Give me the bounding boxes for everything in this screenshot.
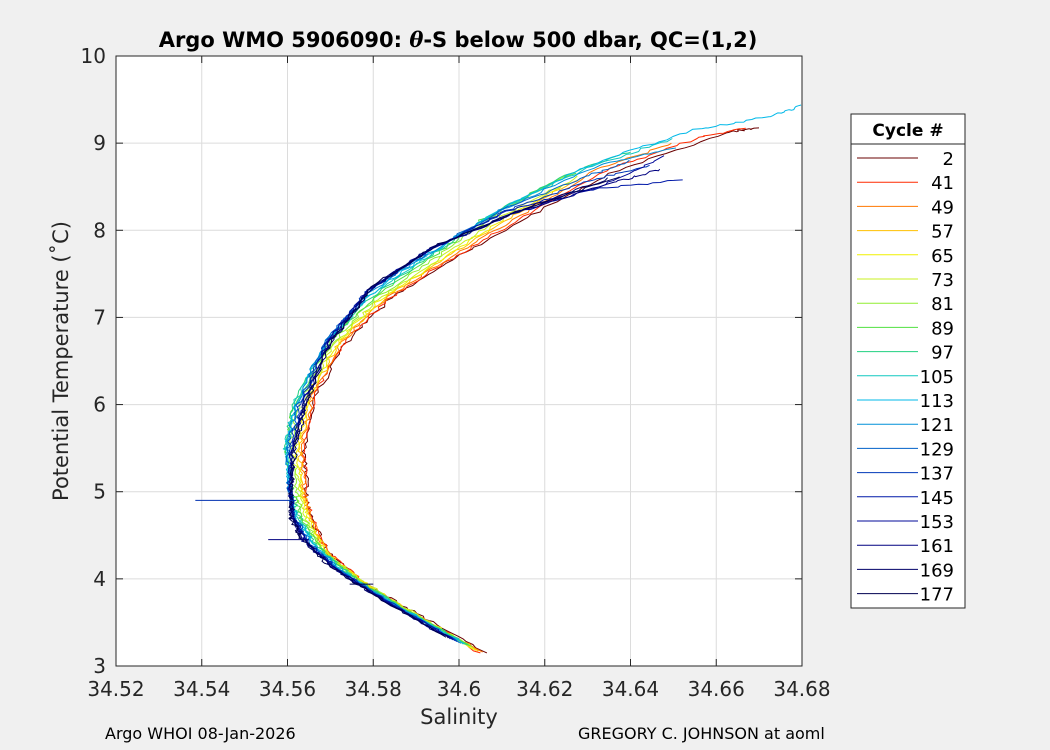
x-tick-label: 34.54 [173,677,230,701]
footer-right-credit: GREGORY C. JOHNSON at aoml [578,724,825,743]
y-tick-label: 3 [93,654,106,678]
x-tick-label: 34.6 [437,677,482,701]
series-line-cycle-81 [289,173,572,648]
series-line-cycle-145 [287,179,683,642]
y-tick-label: 9 [93,131,106,155]
legend-label-cycle-41: 41 [931,173,954,194]
x-tick-label: 34.64 [602,677,659,701]
legend-label-cycle-153: 153 [920,512,954,533]
legend-label-cycle-73: 73 [931,270,954,291]
footer-left-credit: Argo WHOI 08-Jan-2026 [105,724,296,743]
legend-label-cycle-65: 65 [931,246,954,267]
legend-entries: 2 41 49 57 65 73 81 89 97 105 113 121 129 137 145 153 16… [857,149,954,606]
series-line-cycle-41 [301,127,746,654]
y-tick-label: 4 [93,567,106,591]
legend-label-cycle-49: 49 [931,197,954,218]
legend-label-cycle-169: 169 [920,560,954,581]
legend-label-cycle-145: 145 [920,488,954,509]
series-line-cycle-113 [284,104,802,645]
legend-label-cycle-105: 105 [920,367,954,388]
legend-label-cycle-129: 129 [920,439,954,460]
chart-title: Argo WMO 5906090: θ-S below 500 dbar, QC… [159,27,758,52]
x-tick-label: 34.62 [516,677,573,701]
y-axis-label: Potential Temperature (˚C) [49,221,73,501]
series-line-cycle-153 [287,155,665,641]
y-tick-label: 7 [93,305,106,329]
x-tick-label: 34.58 [345,677,402,701]
x-tick-label: 34.52 [87,677,144,701]
legend-label-cycle-137: 137 [920,464,954,485]
series-line-cycle-177 [288,176,620,638]
legend-box [850,113,966,609]
legend-label-cycle-57: 57 [931,222,954,243]
series-line-cycle-73 [291,175,578,650]
legend: Cycle # 2 41 49 57 65 73 81 89 97 105 113 121 129 137… [850,113,966,609]
legend-label-cycle-81: 81 [931,294,954,315]
legend-label-cycle-89: 89 [931,318,954,339]
x-tick-label: 34.66 [688,677,745,701]
axis-ticks: 34.52 34.54 34.56 34.58 34.6 34.62 34.64 34.66 3… [81,44,831,701]
y-tick-label: 10 [81,44,106,68]
series-layer [195,104,802,654]
y-tick-label: 6 [93,393,106,417]
y-tick-label: 8 [93,218,106,242]
x-axis-label: Salinity [420,705,498,729]
legend-label-cycle-161: 161 [920,536,954,557]
x-tick-label: 34.56 [259,677,316,701]
y-tick-label: 5 [93,480,106,504]
legend-title: Cycle # [872,121,943,141]
legend-label-cycle-2: 2 [943,149,954,170]
legend-label-cycle-177: 177 [920,585,954,606]
legend-label-cycle-113: 113 [920,391,954,412]
x-tick-label: 34.68 [773,677,830,701]
legend-label-cycle-121: 121 [920,415,954,436]
legend-label-cycle-97: 97 [931,343,954,364]
